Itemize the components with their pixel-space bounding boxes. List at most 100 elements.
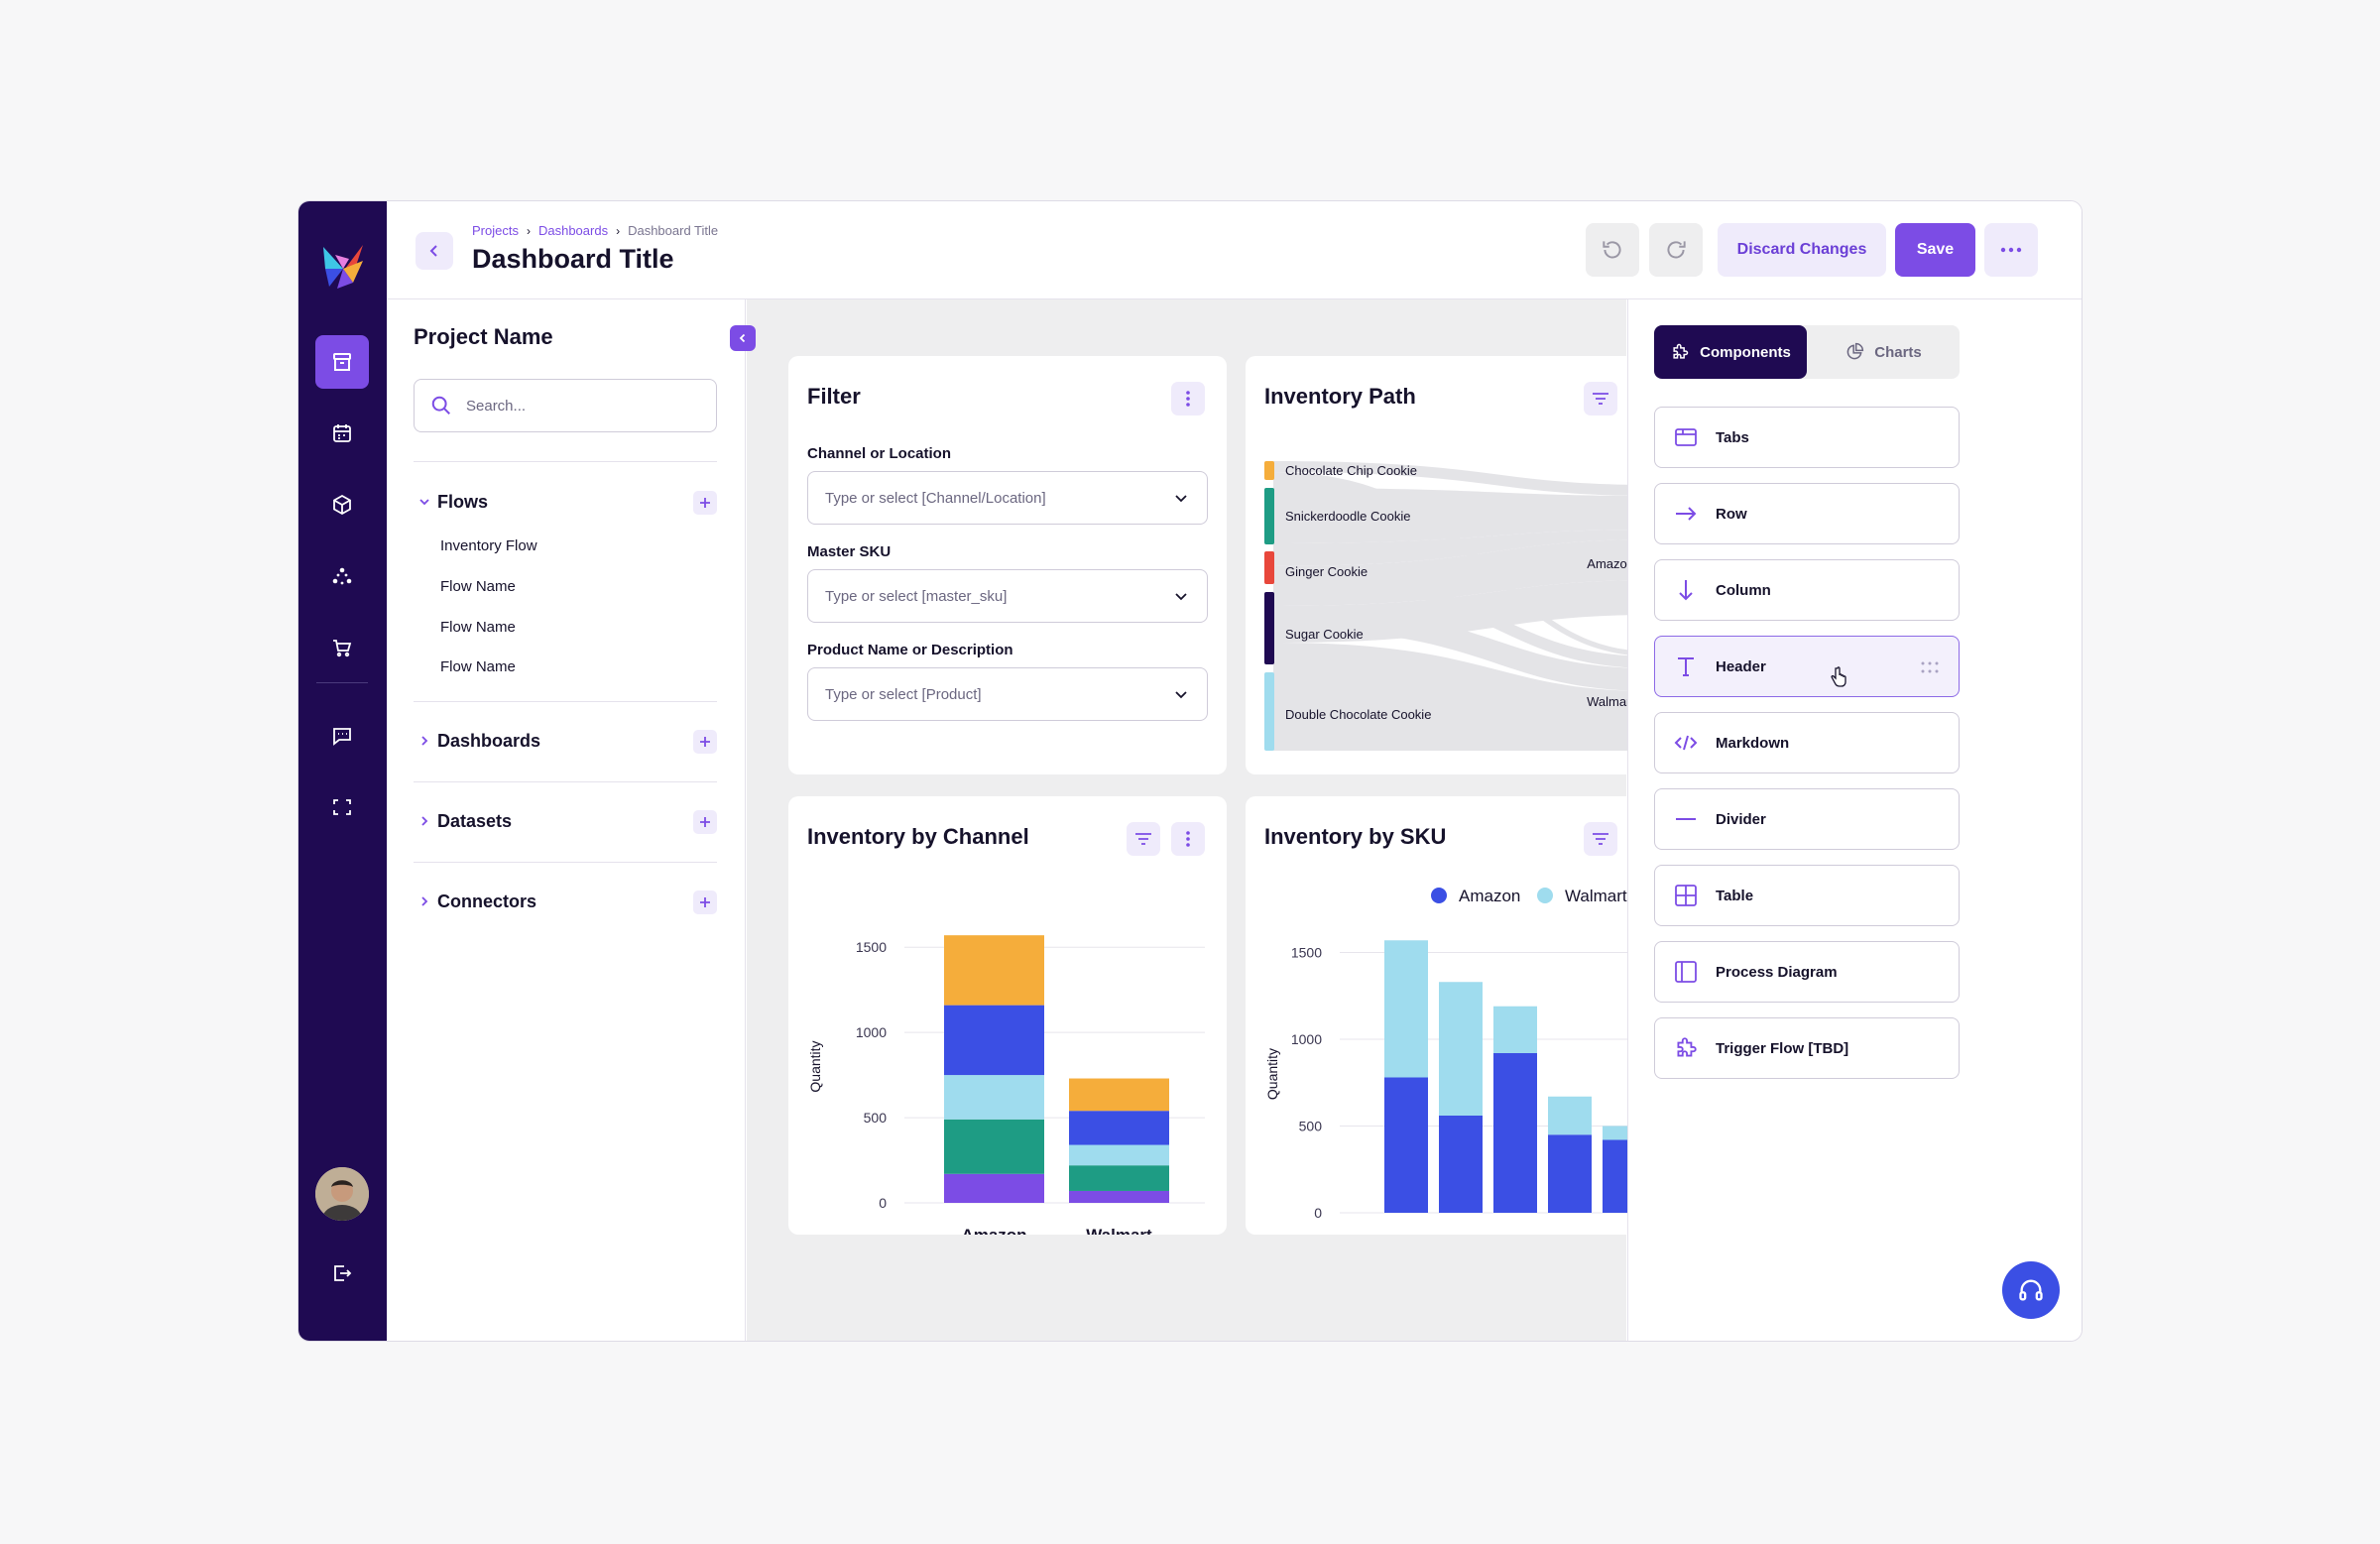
nav-chat[interactable]	[315, 709, 369, 763]
search-box[interactable]	[414, 379, 717, 432]
flow-item[interactable]: Inventory Flow	[440, 537, 537, 554]
master-sku-select[interactable]: Type or select [master_sku]	[807, 569, 1208, 623]
divider	[414, 781, 717, 782]
flow-item[interactable]: Flow Name	[440, 658, 516, 675]
drag-handle-icon[interactable]	[1921, 661, 1939, 673]
project-name: Project Name	[414, 324, 553, 349]
inventory-by-sku-card[interactable]: Inventory by SKU 0 500 1000 1500 Quantity Ama…	[1246, 796, 1684, 1235]
add-flow-button[interactable]	[693, 491, 717, 515]
redo-icon	[1667, 241, 1686, 259]
breadcrumb-dashboards[interactable]: Dashboards	[537, 223, 609, 238]
component-divider[interactable]: Divider	[1654, 788, 1960, 850]
user-avatar[interactable]	[315, 1167, 369, 1221]
section-flows[interactable]: Flows	[414, 486, 717, 518]
chevron-down-icon	[414, 491, 435, 513]
card-menu-button[interactable]	[1171, 382, 1205, 416]
puzzle-icon	[1673, 343, 1689, 359]
channel-location-select[interactable]: Type or select [Channel/Location]	[807, 471, 1208, 525]
component-label: Column	[1716, 581, 1771, 599]
y-tick-label: 1000	[1291, 1031, 1322, 1047]
bar-segment	[1493, 1006, 1537, 1053]
redo-button[interactable]	[1649, 223, 1703, 277]
breadcrumb-separator: ›	[616, 223, 621, 238]
card-menu-button[interactable]	[1171, 822, 1205, 856]
sankey-label: Sugar Cookie	[1285, 627, 1364, 642]
y-axis-label: Quantity	[1264, 1048, 1280, 1100]
component-label: Divider	[1716, 810, 1766, 828]
help-support-button[interactable]	[2002, 1261, 2060, 1319]
chevron-right-icon	[414, 891, 435, 912]
component-row[interactable]: Row	[1654, 483, 1960, 544]
section-label: Flows	[437, 491, 489, 512]
filter-icon	[1593, 393, 1608, 405]
add-dashboard-button[interactable]	[693, 730, 717, 754]
inventory-path-card[interactable]: Inventory Path	[1246, 356, 1684, 774]
tab-charts[interactable]: Charts	[1807, 325, 1960, 379]
breadcrumb-projects[interactable]: Projects	[472, 223, 519, 238]
cube-icon	[333, 494, 351, 516]
breadcrumb-separator: ›	[526, 223, 531, 238]
section-datasets[interactable]: Datasets	[414, 805, 717, 837]
more-vertical-icon	[1186, 391, 1190, 407]
app-window: Projects › Dashboards › Dashboard Title …	[298, 200, 2082, 1342]
cart-icon	[333, 640, 352, 657]
nav-calendar[interactable]	[315, 407, 369, 460]
field-label: Product Name or Description	[807, 642, 1013, 658]
save-button[interactable]: Save	[1895, 223, 1975, 277]
add-dataset-button[interactable]	[693, 810, 717, 834]
sankey-label: Double Chocolate Cookie	[1285, 707, 1431, 722]
legend-label: Walmart	[1565, 887, 1627, 905]
inventory-by-channel-card[interactable]: Inventory by Channel 0 500 1000 1500 Quantit…	[788, 796, 1227, 1235]
discard-changes-button[interactable]: Discard Changes	[1718, 223, 1886, 277]
dashboard-canvas: Filter Channel or Location Type or selec…	[747, 299, 1684, 1341]
component-label: Row	[1716, 505, 1747, 523]
nav-logout[interactable]	[315, 1247, 369, 1300]
bar-segment	[944, 935, 1044, 1006]
select-placeholder: Type or select [master_sku]	[825, 587, 1008, 605]
node-ginger	[1264, 551, 1274, 584]
divider	[414, 862, 717, 863]
arrow-right-icon	[1673, 501, 1699, 527]
select-placeholder: Type or select [Channel/Location]	[825, 489, 1046, 507]
component-markdown[interactable]: Markdown	[1654, 712, 1960, 773]
card-filter-button[interactable]	[1127, 822, 1160, 856]
section-dashboards[interactable]: Dashboards	[414, 725, 717, 757]
section-label: Datasets	[437, 810, 513, 831]
cursor-pointer-icon	[1831, 666, 1846, 687]
flow-item[interactable]: Flow Name	[440, 578, 516, 595]
nav-cart[interactable]	[315, 621, 369, 674]
tab-components[interactable]: Components	[1654, 325, 1807, 379]
more-options-button[interactable]	[1984, 223, 2038, 277]
component-table[interactable]: Table	[1654, 865, 1960, 926]
card-filter-button[interactable]	[1584, 822, 1617, 856]
component-process-diagram[interactable]: Process Diagram	[1654, 941, 1960, 1003]
component-trigger-flow[interactable]: Trigger Flow [TBD]	[1654, 1017, 1960, 1079]
bar-segment	[1493, 1053, 1537, 1213]
search-input[interactable]	[466, 397, 694, 415]
flow-item[interactable]: Flow Name	[440, 619, 516, 636]
node-chocolate-chip	[1264, 461, 1274, 480]
undo-icon	[1603, 241, 1621, 259]
nav-network[interactable]	[315, 549, 369, 603]
product-select[interactable]: Type or select [Product]	[807, 667, 1208, 721]
nav-products[interactable]	[315, 478, 369, 532]
chevron-right-icon	[414, 810, 435, 832]
component-header[interactable]: Header	[1654, 636, 1960, 697]
component-tabs[interactable]: Tabs	[1654, 407, 1960, 468]
undo-button[interactable]	[1586, 223, 1639, 277]
plus-icon	[700, 737, 710, 747]
filter-card[interactable]: Filter Channel or Location Type or selec…	[788, 356, 1227, 774]
add-connector-button[interactable]	[693, 891, 717, 914]
nav-archive[interactable]	[315, 335, 369, 389]
bar-segment	[1069, 1190, 1169, 1203]
collapse-panel-button[interactable]	[730, 325, 756, 351]
nav-scan[interactable]	[315, 780, 369, 834]
bar-segment	[944, 1119, 1044, 1174]
card-title: Inventory by Channel	[807, 824, 1029, 849]
back-button[interactable]	[416, 232, 453, 270]
section-connectors[interactable]: Connectors	[414, 886, 717, 917]
breadcrumb-current: Dashboard Title	[628, 223, 719, 238]
bar-segment	[1069, 1144, 1169, 1166]
component-column[interactable]: Column	[1654, 559, 1960, 621]
card-filter-button[interactable]	[1584, 382, 1617, 416]
